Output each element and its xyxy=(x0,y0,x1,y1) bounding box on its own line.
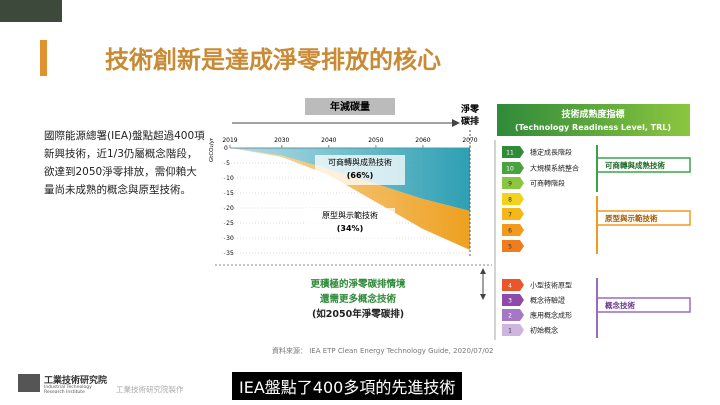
org-name: 工業技術研究院 xyxy=(44,376,108,386)
arrow-head xyxy=(452,119,460,127)
trl-label: 小型技術原型 xyxy=(530,281,572,290)
corner-block xyxy=(0,0,62,22)
trl-badge xyxy=(502,224,524,236)
trl-badge xyxy=(502,208,524,220)
trl-level: 9 xyxy=(508,181,512,188)
trl-label: 大規模系統整合 xyxy=(530,164,579,173)
trl-badge xyxy=(502,240,524,252)
x-tick-label: 2060 xyxy=(415,137,430,144)
area-label: 可商轉與成熟技術 xyxy=(328,157,392,167)
trl-label: 可商轉階段 xyxy=(530,179,565,188)
org-name-en: Industrial Technology Research Institute xyxy=(44,385,92,395)
x-tick-label: 2019 xyxy=(222,137,237,144)
trl-badge xyxy=(502,309,524,321)
x-tick-label: 2030 xyxy=(274,137,289,144)
y-label: GtCO₂/yr xyxy=(209,137,215,162)
trl-level: 3 xyxy=(508,298,512,305)
trl-badge xyxy=(502,324,524,336)
trl-badge xyxy=(502,279,524,291)
trl-level: 10 xyxy=(506,166,514,173)
trl-level: 8 xyxy=(508,197,512,204)
title: 技術創新是達成淨零排放的核心 xyxy=(105,46,441,74)
scenario: 還需更多概念技術 xyxy=(320,293,397,305)
trl-badge xyxy=(502,294,524,306)
area-share: (34%) xyxy=(337,224,363,233)
group-label: 概念技術 xyxy=(605,300,635,310)
trl-level: 4 xyxy=(508,283,512,290)
credit: 工業技術研究院製作 xyxy=(116,385,184,394)
trl-badge xyxy=(502,146,524,158)
group-label: 原型與示範技術 xyxy=(605,213,658,223)
area-label: 原型與示範技術 xyxy=(322,210,378,220)
trl-level: 1 xyxy=(508,328,512,335)
group-label: 可商轉與成熟技術 xyxy=(605,160,665,170)
trl-label: 概念待驗證 xyxy=(530,296,565,305)
area-label-box xyxy=(305,208,395,238)
x-tick-label: 2050 xyxy=(368,137,383,144)
trl-label: 穩定成長階段 xyxy=(530,148,572,157)
body-text: 國際能源總署(IEA)盤點超過400項新興技術，近1/3仍屬概念階段，欲達到20… xyxy=(44,130,205,196)
trl-level: 6 xyxy=(508,228,512,235)
area xyxy=(230,148,470,211)
trl-level: 2 xyxy=(508,313,512,320)
scenario: 更積極的淨零碳排情境 xyxy=(310,278,406,290)
trl-level: 5 xyxy=(508,244,512,251)
title-bar xyxy=(40,40,47,76)
x-tick-label: 2040 xyxy=(321,137,336,144)
trl-header xyxy=(497,104,690,136)
trl-label: 初始概念 xyxy=(530,326,558,335)
scenario: (如2050年淨零碳排) xyxy=(312,308,404,320)
trl-label: 應用概念成形 xyxy=(530,311,572,320)
trl-subtitle: (Technology Readiness Level, TRL) xyxy=(515,123,671,132)
trl-title: 技術成熟度指標 xyxy=(561,108,624,120)
trl-badge xyxy=(502,162,524,174)
top-label: 年減碳量 xyxy=(330,100,370,113)
trl-level: 7 xyxy=(508,212,512,219)
source: 資料來源： IEA ETP Clean Energy Technology Gu… xyxy=(272,347,494,355)
logo-mark xyxy=(18,374,40,392)
trl-level: 11 xyxy=(506,150,514,157)
area-share: (66%) xyxy=(347,171,373,180)
group-bar xyxy=(596,297,691,313)
group-bar xyxy=(596,210,691,226)
area-label-box xyxy=(315,155,405,185)
trl-badge xyxy=(502,177,524,189)
end-label: 淨零碳排 xyxy=(460,105,479,127)
trl-badge xyxy=(502,193,524,205)
x-tick-label: 2070 xyxy=(462,137,477,144)
y-tick-label: -5 xyxy=(224,160,230,167)
group-bar xyxy=(596,157,691,173)
top-label-box xyxy=(305,98,395,115)
caption: IEA盤點了400多項的先進技術 xyxy=(232,372,463,400)
area xyxy=(230,148,470,250)
